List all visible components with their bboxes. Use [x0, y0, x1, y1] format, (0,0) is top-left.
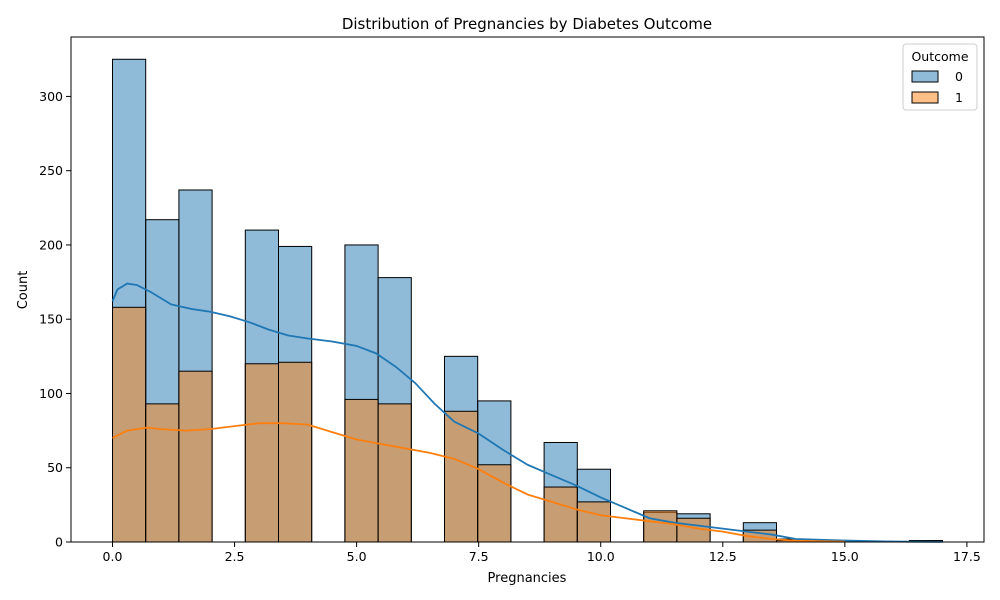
x-axis-label: Pregnancies: [488, 571, 567, 586]
y-tick-label: 100: [39, 386, 63, 401]
kde-line-outcome-0: [111, 282, 943, 543]
x-tick-label: 17.5: [953, 549, 981, 564]
x-tick-label: 2.5: [225, 549, 245, 564]
x-axis: 0.0 2.5 5.0 7.5 10.0 12.5 15.0 17.5: [103, 542, 981, 564]
legend-label-0: 0: [955, 69, 963, 84]
y-tick-label: 150: [39, 312, 63, 327]
legend-title: Outcome: [911, 49, 968, 64]
bars-layer: [112, 58, 943, 543]
y-tick-label: 50: [47, 460, 63, 475]
y-tick-label: 250: [39, 163, 63, 178]
bar-outcome-1-bin-9: [543, 486, 578, 543]
bar-outcome-1-bin-6: [377, 403, 412, 543]
y-axis: 0 50 100 150 200 250 300: [39, 89, 71, 550]
legend-swatch-1: [911, 91, 939, 104]
plot-frame: [70, 36, 985, 543]
y-tick-label: 0: [55, 535, 63, 550]
kde-line-outcome-1: [112, 422, 845, 543]
x-tick-label: 0.0: [103, 549, 123, 564]
legend: Outcome 0 1: [902, 43, 978, 111]
bar-outcome-1-bin-10: [576, 501, 611, 543]
chart-title: Distribution of Pregnancies by Diabetes …: [342, 15, 712, 33]
bar-outcome-1-bin-8: [477, 464, 512, 543]
y-axis-label: Count: [16, 271, 31, 310]
x-tick-label: 10.0: [587, 549, 615, 564]
bar-outcome-1-bin-2: [178, 370, 213, 543]
bar-outcome-1-bin-3: [244, 363, 280, 543]
x-tick-label: 5.0: [347, 549, 367, 564]
kde-layer: [111, 282, 943, 543]
x-tick-label: 7.5: [469, 549, 489, 564]
bar-outcome-1-bin-7: [444, 410, 479, 543]
y-tick-label: 300: [39, 89, 63, 104]
bar-outcome-1-bin-4: [278, 361, 313, 543]
bar-outcome-1-bin-5: [344, 398, 379, 543]
bar-outcome-1-bin-11: [643, 510, 678, 543]
x-tick-label: 12.5: [709, 549, 737, 564]
bar-outcome-1-bin-0: [112, 306, 147, 543]
x-tick-label: 15.0: [831, 549, 859, 564]
legend-swatch-0: [911, 70, 939, 83]
bar-outcome-1-bin-1: [145, 403, 180, 543]
legend-label-1: 1: [955, 90, 963, 105]
y-tick-label: 200: [39, 237, 63, 252]
